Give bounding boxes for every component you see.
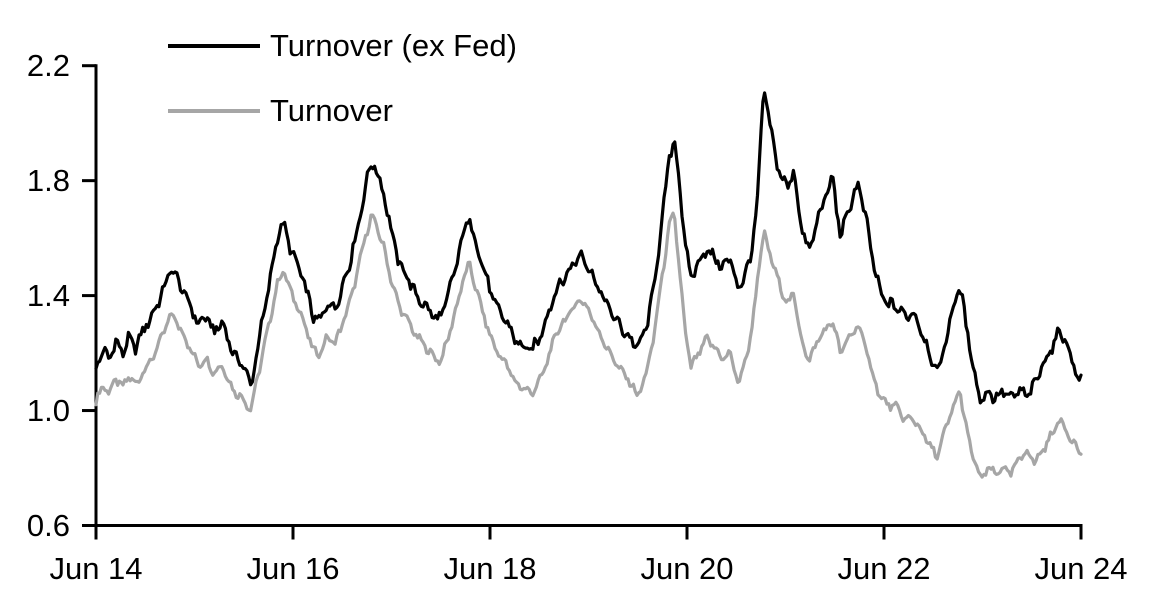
legend-label-turnover-ex-fed: Turnover (ex Fed) [270,28,517,63]
y-tick-label: 1.8 [26,162,70,198]
y-axis-ticks [82,64,96,527]
x-tick-label: Jun 24 [1034,551,1128,586]
y-tick-label: 1.0 [26,392,70,428]
legend-line-turnover [168,109,260,113]
x-tick-label: Jun 20 [640,551,734,586]
y-tick-label: 1.4 [26,277,70,313]
x-axis-ticks [94,525,1083,540]
x-tick-label: Jun 16 [246,551,340,586]
x-tick-label: Jun 18 [443,551,537,586]
series-line-turnover-ex-fed [94,91,1083,405]
legend-label-turnover: Turnover [270,93,393,128]
series-line-turnover [94,211,1083,479]
x-tick-label: Jun 22 [837,551,931,586]
y-tick-label: 2.2 [26,47,70,83]
y-tick-label: 0.6 [26,507,70,543]
x-tick-label: Jun 14 [49,551,143,586]
legend-line-turnover-ex-fed [168,44,260,48]
